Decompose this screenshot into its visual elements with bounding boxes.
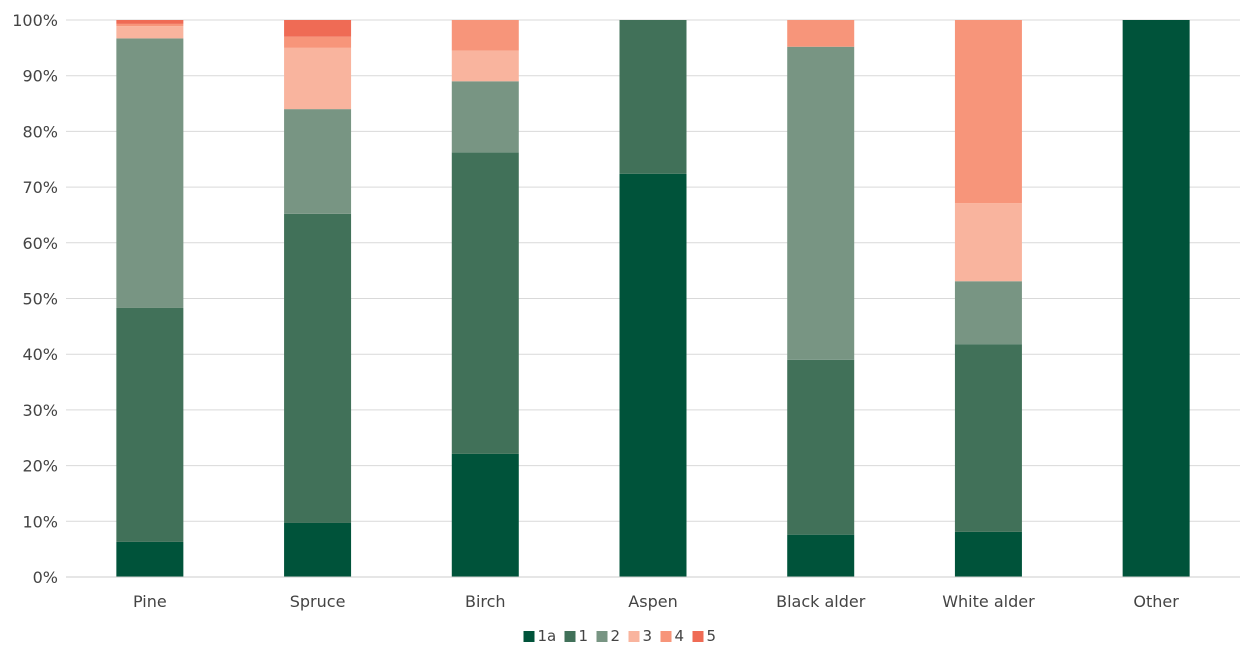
bar-group [284, 20, 352, 577]
legend-swatch [523, 631, 535, 642]
bar-segment-3 [284, 47, 352, 110]
bar-segment-2 [284, 109, 352, 214]
bar-segment-2 [954, 281, 1022, 345]
bar-segment-1 [116, 307, 184, 542]
bar-group [787, 20, 855, 577]
legend-label: 1 [579, 627, 589, 645]
x-category-label: Black alder [776, 592, 866, 611]
bar-segment-4 [451, 20, 519, 51]
bar-group [1122, 20, 1190, 577]
y-tick-label: 60% [22, 234, 58, 253]
x-category-label: Birch [465, 592, 506, 611]
bar-segment-4 [284, 36, 352, 48]
x-category-label: Other [1133, 592, 1179, 611]
x-category-label: Pine [133, 592, 167, 611]
bar-segment-1a [787, 534, 855, 577]
bar-segment-1 [451, 152, 519, 454]
bar-group [116, 20, 184, 577]
y-tick-label: 40% [22, 345, 58, 364]
bar-segment-1a [954, 531, 1022, 577]
bar-segment-1 [284, 213, 352, 523]
legend-swatch [692, 631, 704, 642]
bar-segment-4 [787, 20, 855, 47]
y-tick-label: 100% [12, 11, 58, 30]
bar-segment-1a [619, 173, 687, 577]
x-category-label: Spruce [290, 592, 346, 611]
y-tick-label: 50% [22, 290, 58, 309]
legend-swatch [660, 631, 672, 642]
legend-label: 3 [643, 627, 653, 645]
y-tick-label: 80% [22, 122, 58, 141]
bar-segment-3 [451, 50, 519, 82]
bar-segment-4 [954, 20, 1022, 204]
legend: 1a 1 2 3 4 5 [523, 627, 717, 645]
bar-segment-3 [116, 26, 184, 39]
bar-group [954, 20, 1022, 577]
y-tick-label: 0% [33, 568, 58, 587]
bar-segment-1a [116, 541, 184, 577]
legend-swatch [628, 631, 640, 642]
bar-segment-5 [116, 20, 184, 24]
bar-segment-4 [116, 23, 184, 27]
bar-group [451, 20, 519, 577]
bars [116, 20, 1190, 577]
legend-label: 5 [707, 627, 717, 645]
bar-segment-2 [116, 38, 184, 308]
bar-segment-2 [451, 81, 519, 153]
legend-swatch [564, 631, 576, 642]
y-tick-label: 10% [22, 512, 58, 531]
bar-segment-3 [954, 203, 1022, 282]
x-axis-category-labels: Pine Spruce Birch Aspen Black alder White ald… [133, 592, 1179, 611]
bar-segment-1 [619, 20, 687, 174]
x-category-label: White alder [942, 592, 1035, 611]
bar-segment-1a [284, 522, 352, 577]
y-axis-tick-labels: 0% 10% 20% 30% 40% 50% 60% 70% 80% 90% 100% [12, 11, 58, 587]
bar-segment-1a [451, 453, 519, 577]
bar-segment-1a [1122, 20, 1190, 577]
legend-label: 2 [611, 627, 621, 645]
legend-label: 4 [675, 627, 685, 645]
y-tick-label: 70% [22, 178, 58, 197]
legend-swatch [596, 631, 608, 642]
y-tick-label: 20% [22, 457, 58, 476]
bar-segment-1 [954, 344, 1022, 532]
bar-segment-2 [787, 46, 855, 360]
bar-group [619, 20, 687, 577]
bar-segment-1 [787, 359, 855, 535]
x-category-label: Aspen [628, 592, 677, 611]
y-tick-label: 30% [22, 401, 58, 420]
bar-segment-5 [284, 20, 352, 37]
y-tick-label: 90% [22, 67, 58, 86]
legend-label: 1a [538, 627, 557, 645]
